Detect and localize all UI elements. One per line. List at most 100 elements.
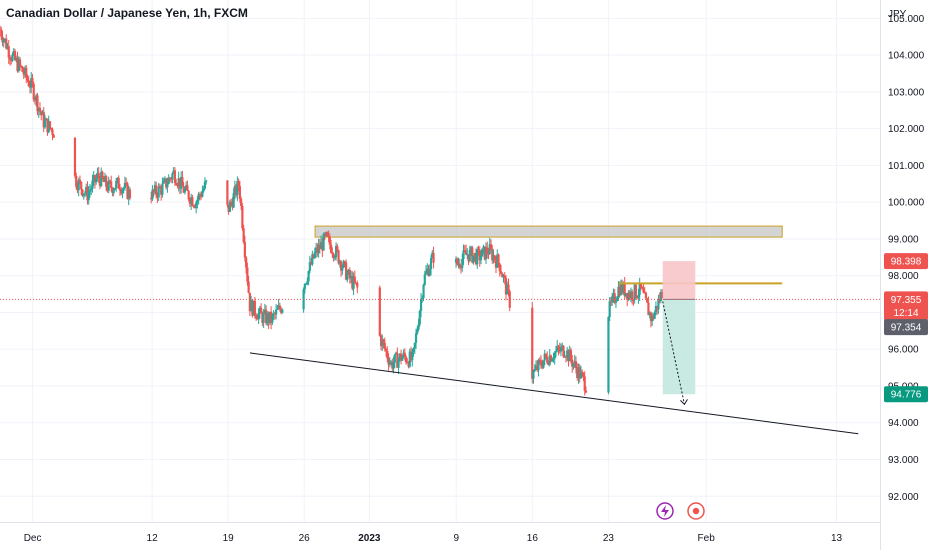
candle-body [27,80,30,87]
candle-body [537,359,540,371]
candle-body [387,358,390,365]
candle-body [463,250,466,252]
candle-body [198,194,202,196]
candle-body [548,355,551,365]
candle-body [236,180,239,196]
candle-body [248,292,251,312]
candle-body [578,367,581,379]
candle-body [457,263,460,265]
candle-body [75,175,78,187]
candle-body [399,353,403,361]
x-tick-label: 9 [454,533,460,544]
candle-body [183,189,187,193]
candle-body [608,301,611,317]
record-icon[interactable] [687,502,705,520]
candle-body [352,276,355,289]
candle-body [328,236,331,245]
candle-body [172,170,175,174]
candle-body [456,258,459,265]
y-tick-label: 94.000 [888,418,919,429]
candle-body [633,284,636,300]
candle-body [125,182,128,184]
candle-body [656,306,659,310]
candle-body [111,187,114,194]
take-profit-zone[interactable] [662,299,696,395]
candle-body [567,350,570,362]
resistance-zone[interactable] [314,225,783,238]
candle-body [38,107,42,112]
candle-body [532,371,535,379]
candle-body [112,189,115,194]
price-axis-panel[interactable] [880,0,932,550]
candle-body [126,183,129,199]
candle-body [393,354,396,363]
candle-body [193,206,197,208]
candle-body [502,275,505,278]
forecast-arrow-head [680,399,688,406]
candle-body [653,312,656,319]
candle-body [46,118,49,133]
support-trendline[interactable] [249,352,859,435]
x-tick-label: 19 [223,533,235,544]
candle-body [37,107,40,112]
candle-body [313,251,316,258]
candle-body [83,193,87,195]
candle-body [579,371,583,379]
candle-body [228,201,231,212]
y-tick-label: 101.000 [888,161,925,172]
y-tick-label: 100.000 [888,198,925,209]
lightning-icon[interactable] [656,502,674,520]
candle-body [26,77,29,81]
candle-body [389,361,393,363]
candle-body [110,181,113,188]
candle-body [544,353,548,357]
candle-body [477,249,480,251]
candle-body [654,306,658,313]
candle-body [96,172,99,179]
candle-body [195,202,198,208]
candle-body [113,188,117,190]
candle-body [338,261,341,264]
candle-body [354,282,358,284]
candle-body [391,361,394,369]
candle-body [281,309,284,313]
candle-body [97,172,100,179]
candle-body [186,185,189,191]
candle-body [489,244,493,249]
candle-body [421,298,424,300]
candle-body [488,244,491,255]
candle-body [253,300,256,315]
candle-body [423,274,426,285]
candle-body [105,176,108,187]
candle-body [641,287,644,289]
candle-body [644,292,648,299]
candle-body [336,246,339,251]
candle-body [582,373,585,377]
candle-body [127,189,130,199]
candle-body [243,242,246,258]
candle-body [233,185,236,194]
y-tick-label: 102.000 [888,124,925,135]
candle-body [484,247,488,260]
candle-body [271,314,274,323]
candle-body [482,246,485,249]
candle-body [80,181,83,190]
candle-body [496,254,499,268]
candle-body [416,329,419,334]
candle-body [618,286,621,295]
candle-body [191,197,194,206]
candle-body [424,271,428,275]
candle-body [232,193,235,208]
candle-body [17,59,20,72]
candle-body [201,191,204,197]
candle-body [403,352,406,357]
candle-body [77,179,80,191]
candle-body [314,247,318,252]
candle-body [261,313,264,323]
candle-body [414,333,418,343]
candle-body [32,83,35,100]
stop-loss-zone[interactable] [662,261,696,300]
candle-body [464,250,468,255]
x-tick-label: 12 [147,533,159,544]
